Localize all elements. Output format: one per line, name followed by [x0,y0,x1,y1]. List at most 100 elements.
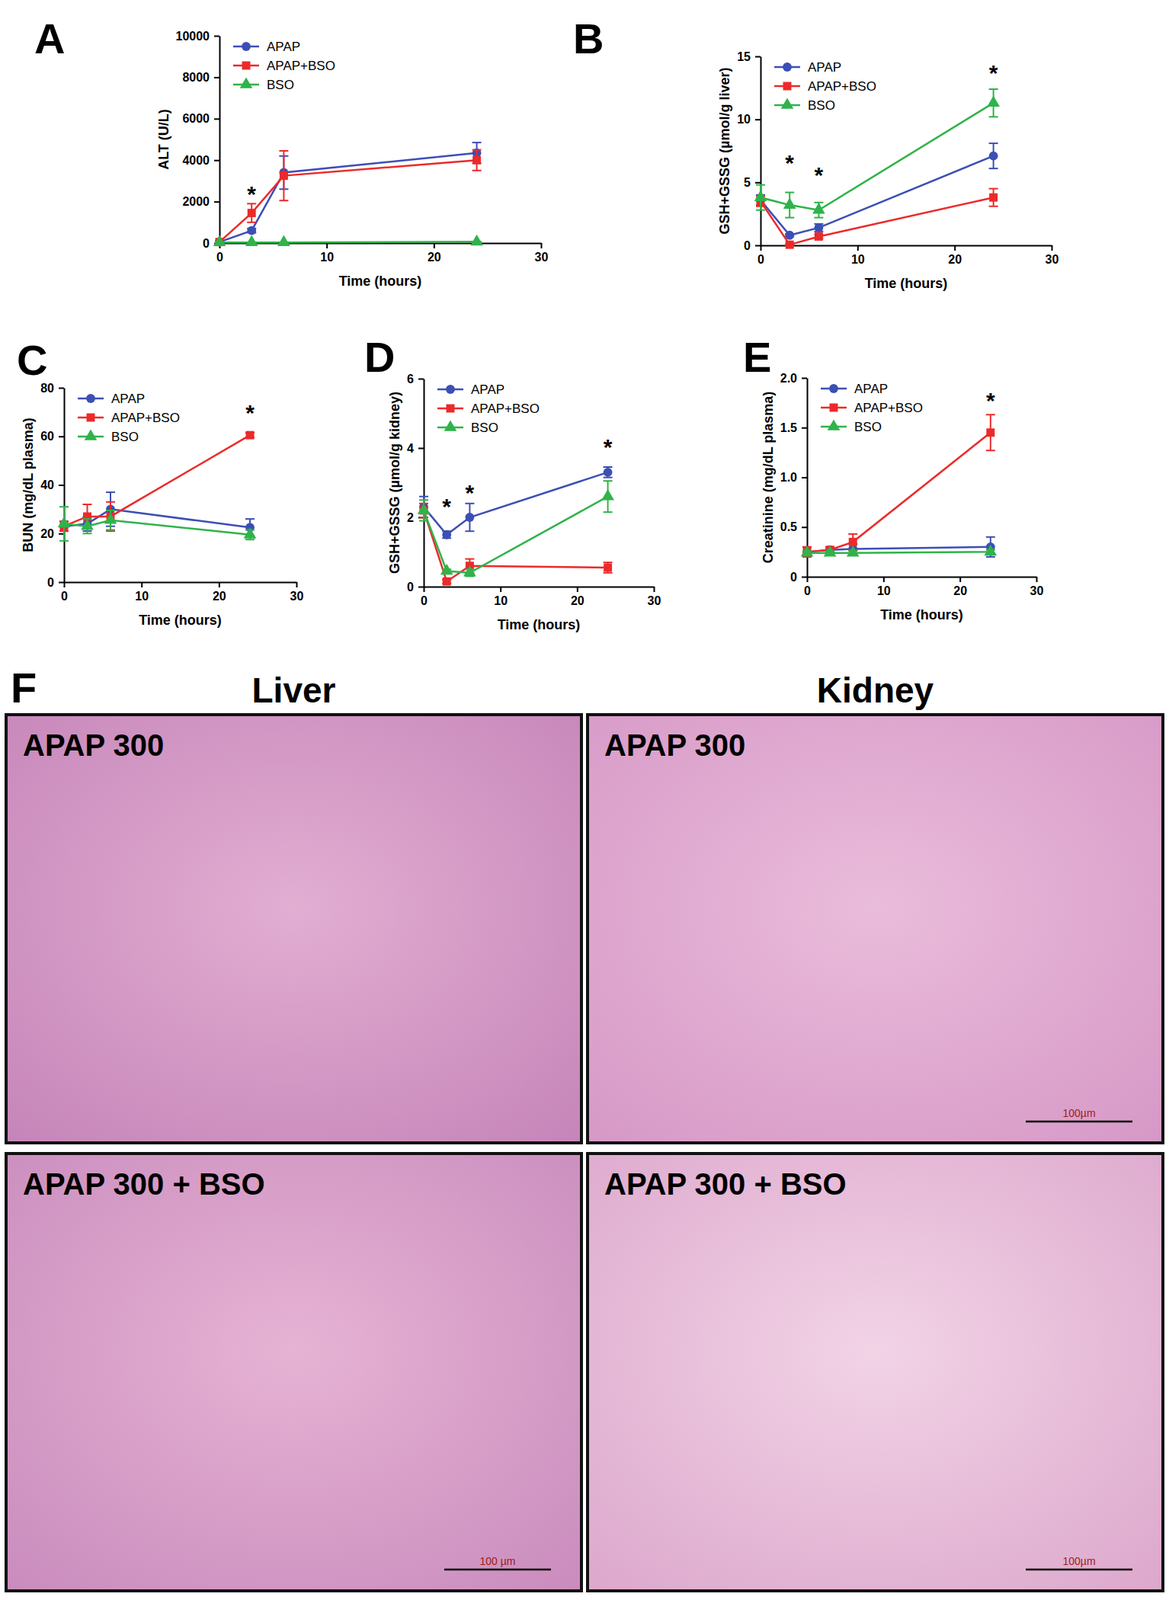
marker [823,545,837,557]
legend: APAPAPAP+BSOBSO [820,381,923,435]
series [214,150,482,247]
x-tick: 10 [320,243,334,264]
y-tick-label: 0 [743,239,751,253]
marker [800,545,814,557]
x-tick: 20 [948,245,962,266]
marker [989,193,998,202]
scale-bar-label: 100µm [1062,1107,1096,1120]
error-bar [278,150,289,201]
y-tick: 0.5 [780,520,808,534]
legend-marker [242,61,251,71]
error-bar-cap [603,511,613,513]
error-bar-cap [989,115,999,118]
marker [754,190,767,202]
error-bar-cap [472,141,482,144]
image-area [587,714,1163,1144]
error-bar-cap [105,501,116,503]
y-tick-label: 0.5 [780,520,798,534]
marker [989,151,999,161]
histology-image: APAP 300100µm [587,714,1163,1144]
legend-label: APAP+BSO [470,401,540,417]
legend-label: BSO [807,98,836,113]
panel: 0102030051015***GSH+GSSG (µmol/g liver)T… [717,50,1059,292]
x-tick-mark [959,576,961,583]
x-tick-mark [296,582,298,588]
y-tick-mark [58,582,65,584]
legend-entry: APAP+BSO [774,79,877,94]
error-bar-cap [245,518,255,520]
y-tick-label: 10 [736,112,751,126]
legend-entry: APAP+BSO [77,410,180,426]
x-tick: 0 [757,245,765,266]
y-axis: 051015 [736,50,761,253]
marker [246,226,257,236]
y-tick-label: 1.5 [780,421,798,435]
x-tick-mark [326,243,328,249]
error-bar-cap [245,538,255,541]
y-tick: 0 [790,570,808,584]
annotation: * [441,493,452,519]
series [800,544,997,558]
legend-entry: APAP [820,381,888,397]
error-bar-cap [105,491,116,494]
x-tick-mark [883,576,885,583]
y-axis: 020406080 [40,381,65,590]
error-bar-cap [989,88,999,90]
x-tick-label: 10 [493,594,508,608]
y-axis-line [219,36,221,244]
y-tick-label: 0 [47,576,55,590]
error-bar-cap [472,149,482,151]
x-tick-label: 20 [570,594,585,608]
y-tick-label: 1.0 [780,470,798,484]
error-bar-cap [986,536,996,539]
error-bar [989,143,999,169]
x-tick: 10 [851,245,865,266]
plot-area [417,467,615,587]
x-axis: 0102030 [216,243,548,264]
marker [814,232,824,241]
y-tick-mark [801,427,808,430]
annotation: * [465,480,475,506]
x-tick: 10 [134,582,149,603]
y-tick: 2000 [182,195,220,209]
x-axis: 0102030 [60,582,304,603]
panel-label: F [10,663,37,712]
plot-area [57,431,257,542]
x-tick: 30 [1030,576,1045,598]
error-bar-cap [464,530,475,532]
marker [440,563,454,575]
legend-label: APAP+BSO [266,58,336,74]
histology-image: APAP 300 + BSO100 µm [6,1153,582,1592]
y-axis-title: GSH+GSSG (µmol/g kidney) [387,391,403,574]
y-tick-mark [214,76,220,79]
legend-label: APAP+BSO [854,400,923,416]
x-tick-label: 10 [134,589,149,603]
legend-marker [84,429,98,440]
series [802,537,996,558]
x-tick: 30 [1045,245,1060,266]
marker [245,235,259,247]
y-tick-mark [801,576,808,579]
legend-marker [445,384,455,394]
y-tick-mark [418,448,424,450]
error-bar-cap [83,532,93,535]
error-bar-cap [989,205,999,208]
x-tick: 20 [427,243,442,264]
y-axis-title: GSH+GSSG (µmol/g liver) [717,67,733,235]
y-tick-mark [801,526,808,529]
y-tick-mark [58,533,65,535]
y-tick: 60 [40,429,65,443]
series [213,234,484,247]
image-label: APAP 300 + BSO [22,1167,266,1202]
marker [463,565,477,577]
marker [417,502,430,514]
series [59,492,255,536]
plot-area [754,89,1000,250]
x-tick-label: 10 [320,250,334,264]
legend-entry: APAP+BSO [437,401,540,417]
y-tick-mark [214,201,220,203]
legend: APAPAPAP+BSOBSO [233,39,336,93]
x-tick-label: 30 [290,589,305,603]
legend-marker [241,41,251,52]
error-bar-cap [246,221,257,224]
